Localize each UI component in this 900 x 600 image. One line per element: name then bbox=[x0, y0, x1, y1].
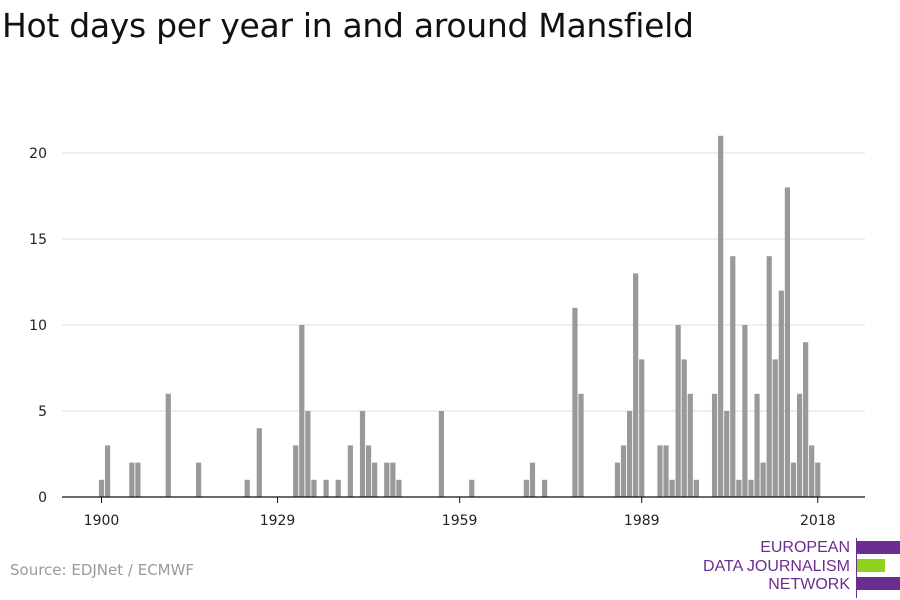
bar bbox=[754, 393, 760, 497]
chart-title: Hot days per year in and around Mansfiel… bbox=[2, 6, 694, 45]
bar bbox=[620, 445, 627, 497]
bar bbox=[372, 462, 378, 497]
bar bbox=[748, 479, 754, 497]
y-tick-label: 10 bbox=[29, 318, 47, 334]
x-tick-label: 1989 bbox=[624, 513, 660, 529]
bar bbox=[815, 462, 821, 497]
bar bbox=[614, 462, 621, 497]
bar bbox=[687, 393, 693, 497]
bar bbox=[626, 411, 633, 497]
bar bbox=[523, 479, 529, 497]
bar bbox=[129, 462, 135, 497]
bar bbox=[365, 445, 372, 497]
logo-line-3: NETWORK bbox=[768, 576, 850, 593]
logo-bar-3 bbox=[857, 577, 900, 590]
bar bbox=[572, 307, 578, 497]
bar bbox=[760, 462, 766, 497]
bar bbox=[244, 479, 250, 497]
bar bbox=[784, 187, 791, 497]
bar bbox=[390, 462, 396, 497]
logo-divider bbox=[856, 538, 857, 598]
x-tick-label: 1900 bbox=[84, 513, 120, 529]
logo-bar-1 bbox=[857, 541, 900, 554]
logo-bar-2 bbox=[857, 559, 885, 572]
bar bbox=[730, 256, 736, 497]
y-axis-ticks: 0 5 10 15 20 bbox=[29, 146, 47, 506]
bar bbox=[578, 393, 584, 497]
x-tick-label: 2018 bbox=[800, 513, 836, 529]
bar bbox=[675, 325, 681, 497]
bar bbox=[693, 479, 699, 497]
bar bbox=[529, 462, 536, 497]
bar bbox=[293, 445, 299, 497]
bar bbox=[305, 411, 311, 497]
bar bbox=[796, 393, 803, 497]
bar bbox=[681, 359, 687, 497]
bar bbox=[711, 393, 718, 497]
bars bbox=[98, 135, 821, 498]
bar bbox=[311, 479, 317, 497]
bar bbox=[384, 462, 390, 497]
y-tick-label: 5 bbox=[38, 404, 47, 420]
bar bbox=[736, 479, 742, 497]
bar bbox=[438, 411, 445, 497]
bar bbox=[396, 479, 402, 497]
bar bbox=[669, 479, 675, 497]
bar bbox=[803, 342, 809, 497]
logo-line-2: DATA JOURNALISM bbox=[703, 558, 850, 575]
bar bbox=[790, 462, 797, 497]
bar bbox=[299, 325, 305, 497]
bar bbox=[256, 428, 262, 497]
y-tick-label: 20 bbox=[29, 146, 47, 162]
bar bbox=[718, 135, 724, 498]
bar bbox=[657, 445, 663, 497]
bar bbox=[633, 273, 639, 497]
logo-line-1: EUROPEAN bbox=[760, 539, 850, 556]
bar bbox=[663, 445, 669, 497]
bar bbox=[724, 411, 730, 497]
bar bbox=[469, 479, 475, 497]
bar bbox=[165, 393, 171, 497]
bar bbox=[98, 479, 105, 497]
bar bbox=[542, 479, 548, 497]
bar bbox=[347, 445, 353, 497]
x-tick-label: 1959 bbox=[442, 513, 478, 529]
x-axis-ticks: 1900 1929 1959 1989 2018 bbox=[84, 497, 836, 529]
bar bbox=[135, 462, 141, 497]
bar bbox=[323, 479, 329, 497]
bar bbox=[772, 359, 778, 497]
y-tick-label: 0 bbox=[38, 490, 47, 506]
y-tick-label: 15 bbox=[29, 232, 47, 248]
source-note: Source: EDJNet / ECMWF bbox=[10, 561, 195, 579]
edjnet-logo: EUROPEAN DATA JOURNALISM NETWORK bbox=[700, 538, 900, 598]
bar bbox=[778, 290, 784, 497]
bar bbox=[639, 359, 645, 497]
bar bbox=[196, 462, 202, 497]
bar bbox=[809, 445, 815, 497]
bar bbox=[359, 411, 366, 497]
bar bbox=[742, 325, 748, 497]
bar bbox=[104, 445, 111, 497]
x-tick-label: 1929 bbox=[260, 513, 296, 529]
bar bbox=[335, 479, 341, 497]
bar bbox=[766, 256, 772, 497]
